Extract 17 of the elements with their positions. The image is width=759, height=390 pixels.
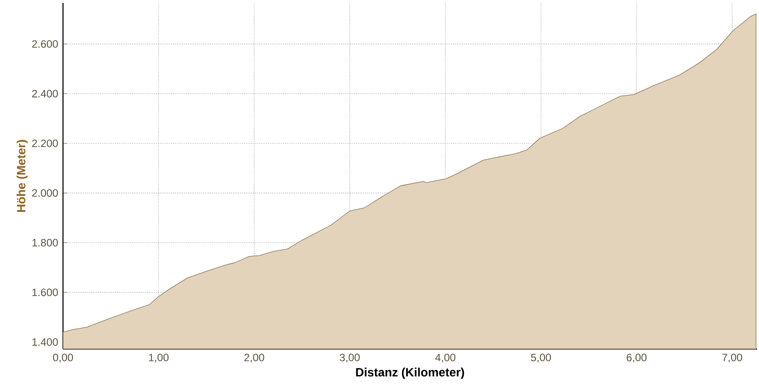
y-tick-label: 2.200 (32, 140, 58, 148)
y-tick-label: 1.400 (32, 338, 58, 346)
y-axis-title: Höhe (Meter) (16, 140, 28, 212)
x-tick-label: 2,00 (244, 354, 264, 363)
y-tick-label: 2.000 (32, 189, 58, 197)
x-axis-title: Distanz (Kilometer) (356, 368, 464, 379)
y-tick-label: 1.600 (32, 288, 58, 296)
x-tick-label: 6,00 (626, 354, 647, 363)
x-tick-label: 5,00 (531, 354, 551, 363)
x-tick-label: 4,00 (435, 354, 456, 363)
x-tick-label: 3,00 (340, 354, 360, 363)
y-tick-label: 2.600 (32, 40, 58, 48)
y-tick-label: 1.800 (32, 238, 58, 246)
x-tick-label: 1,00 (149, 354, 169, 363)
x-tick-label: 7,00 (722, 354, 742, 363)
x-tick-label: 0,00 (53, 354, 73, 363)
y-tick-label: 2.400 (32, 90, 58, 98)
